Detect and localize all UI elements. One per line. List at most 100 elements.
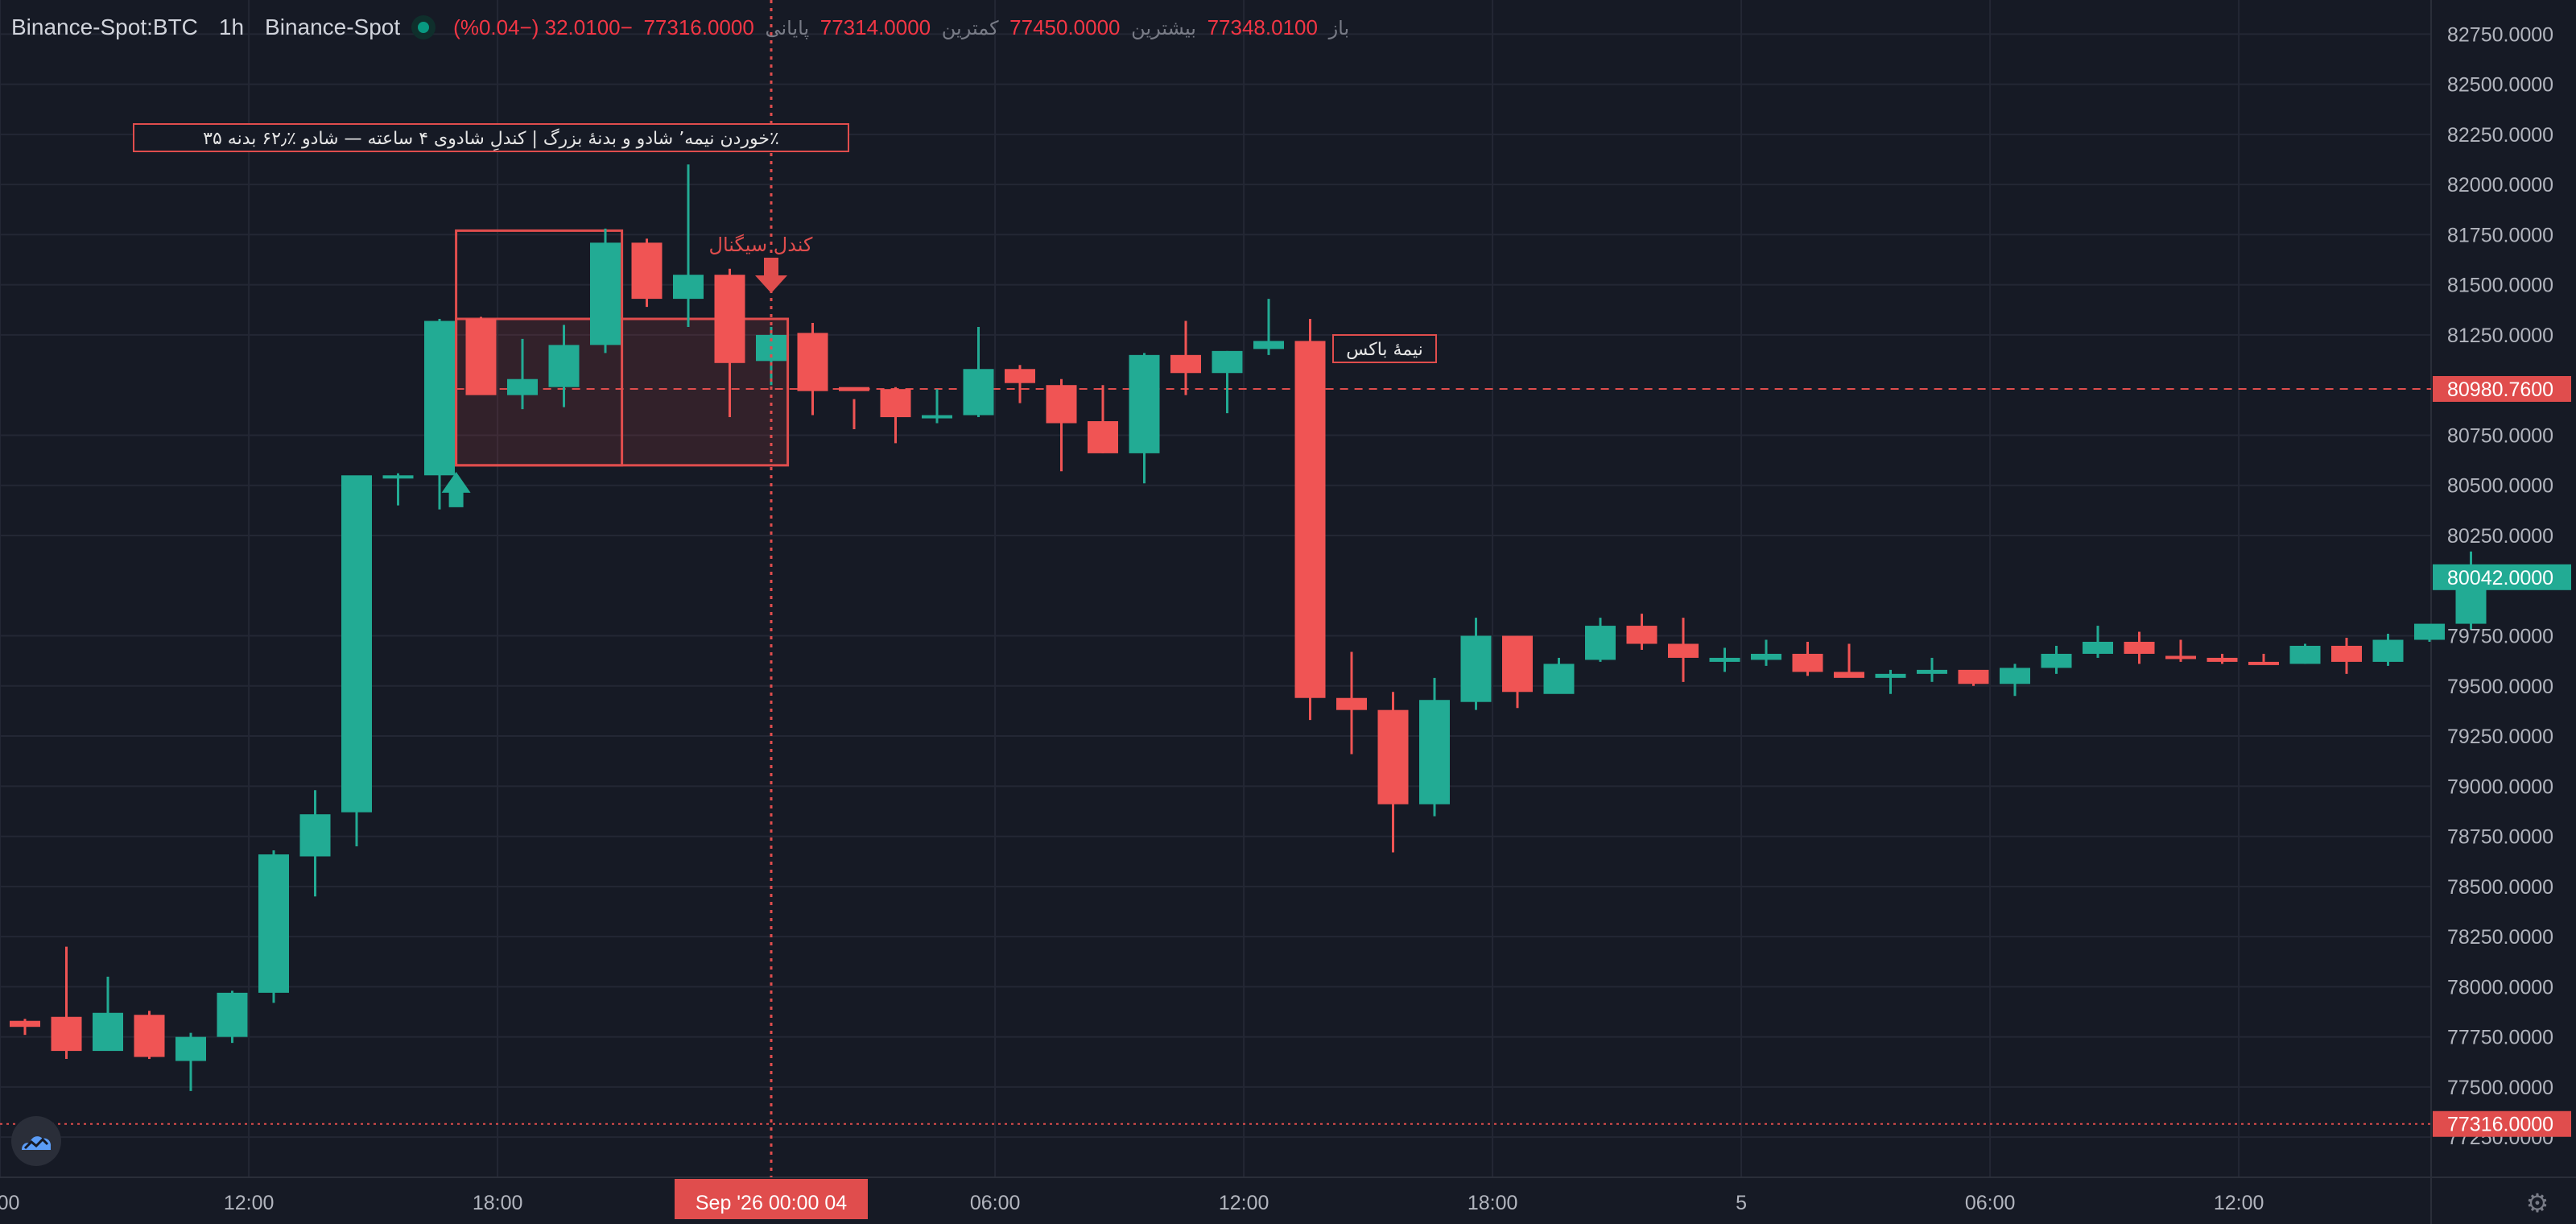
- signal-label: کندل سیگنال: [709, 234, 814, 256]
- candle-body: [548, 345, 580, 387]
- candle: [797, 322, 828, 416]
- candle: [2289, 643, 2321, 664]
- price-tick-label: 79250.0000: [2447, 726, 2553, 748]
- candle-body: [175, 1036, 206, 1061]
- last-price-badge: 80042.0000: [2447, 567, 2553, 589]
- candle: [1377, 692, 1409, 853]
- candle-body: [1377, 709, 1409, 804]
- candle-body: [258, 854, 289, 993]
- candle-body: [2124, 642, 2155, 654]
- time-tick-label: 18:00: [1468, 1192, 1518, 1214]
- exchange-label: Binance-Spot: [265, 14, 401, 39]
- candle-body: [2165, 655, 2196, 660]
- price-tick-label: 82500.0000: [2447, 74, 2553, 97]
- candle: [2041, 645, 2072, 674]
- time-axis: 6:00 12:00 18:00 06:00 12:00 18:00 5 06:00 12:00…: [0, 1179, 2264, 1219]
- price-tick-label: 77750.0000: [2447, 1027, 2553, 1049]
- candle: [1585, 618, 1616, 662]
- candle: [714, 268, 745, 418]
- candle-body: [2083, 642, 2113, 654]
- candle: [922, 389, 952, 424]
- candle: [1709, 647, 1740, 672]
- candle-body: [1170, 354, 1201, 374]
- time-tick-label: 18:00: [473, 1192, 523, 1214]
- symbol-label[interactable]: Binance-Spot:BTC: [11, 14, 198, 39]
- candle-body: [341, 475, 372, 813]
- candle-body: [1751, 653, 1781, 660]
- candle: [1502, 635, 1533, 709]
- price-tick-label: 79750.0000: [2447, 626, 2553, 648]
- candle: [1751, 639, 1781, 666]
- candle-body: [465, 319, 497, 395]
- candle: [175, 1032, 206, 1091]
- candle: [2372, 634, 2404, 666]
- candle: [1253, 299, 1284, 355]
- price-tick-label: 80500.0000: [2447, 475, 2553, 498]
- candle-body: [1129, 354, 1160, 453]
- settings-gear-icon[interactable]: ⚙: [2525, 1189, 2549, 1218]
- candle-body: [1005, 369, 1035, 383]
- candle-body: [10, 1020, 40, 1028]
- candle: [382, 473, 414, 506]
- candle: [1834, 643, 1864, 678]
- candle: [590, 228, 621, 354]
- candle: [465, 316, 497, 395]
- crosshair-time-badge-bg: [675, 1179, 868, 1219]
- time-tick-label: 5: [1736, 1192, 1747, 1214]
- market-status-icon[interactable]: [411, 15, 436, 39]
- price-tick-label: 81250.0000: [2447, 325, 2553, 347]
- high-label: بیشترین: [1131, 16, 1196, 39]
- half-box-price-badge: 80980.7600: [2447, 378, 2553, 401]
- candle: [2207, 653, 2238, 664]
- price-tick-label: 77500.0000: [2447, 1077, 2553, 1099]
- price-tick-label: 82750.0000: [2447, 23, 2553, 46]
- candle-body: [1294, 341, 1326, 698]
- candle: [1336, 651, 1367, 755]
- candle-body: [1668, 643, 1699, 658]
- half-box-label-frame: [1332, 334, 1437, 363]
- price-tick-label: 79500.0000: [2447, 676, 2553, 698]
- candle: [1088, 385, 1118, 453]
- price-tick-label: 78750.0000: [2447, 826, 2553, 849]
- candle-body: [1834, 672, 1864, 678]
- high-value: 77450.0000: [1009, 14, 1121, 39]
- candle-body: [2041, 653, 2072, 668]
- candle-body: [2207, 657, 2238, 662]
- candle: [963, 326, 994, 418]
- candle: [1005, 365, 1035, 403]
- candle: [1294, 319, 1326, 721]
- candle-body: [1502, 635, 1533, 693]
- candle: [2331, 638, 2362, 674]
- candle: [1958, 669, 1989, 686]
- candle: [2414, 623, 2445, 643]
- candle-body: [1543, 664, 1575, 694]
- candle-body: [93, 1012, 123, 1052]
- candle-body: [51, 1016, 82, 1052]
- candle: [1046, 378, 1077, 472]
- candle-body: [922, 415, 952, 419]
- ohlc-readout: باز 77348.0100 بیشترین 77450.0000 کمترین…: [453, 15, 1354, 40]
- candle: [1460, 618, 1492, 710]
- candle-body: [880, 389, 911, 418]
- candle-body: [2000, 668, 2030, 684]
- candle-body: [2248, 661, 2279, 665]
- candle: [258, 850, 289, 1003]
- half-box-price-badge-bg: [2433, 375, 2571, 402]
- candle: [1668, 618, 1699, 682]
- price-tick-label: 80250.0000: [2447, 525, 2553, 548]
- chart-header: Binance-Spot:BTC 1h Binance-Spot باز 773…: [11, 13, 1354, 42]
- close-label: پایانی: [765, 16, 810, 39]
- box-note-text: ٪خوردن نیمه٬ شادو و بدنهٔ بزرگ | کندلِ ش…: [203, 128, 779, 151]
- candle-body: [963, 369, 994, 416]
- price-tick-label: 79000.0000: [2447, 775, 2553, 798]
- interval-label[interactable]: 1h: [218, 14, 245, 39]
- candles: [10, 164, 2487, 1091]
- open-label: باز: [1328, 16, 1350, 39]
- candle: [631, 238, 663, 308]
- candle: [341, 475, 372, 847]
- open-value: 77348.0100: [1207, 14, 1318, 39]
- tradingview-logo-icon[interactable]: [11, 1116, 61, 1166]
- low-value: 77314.0000: [819, 14, 931, 39]
- up-arrow-marker: [441, 471, 471, 507]
